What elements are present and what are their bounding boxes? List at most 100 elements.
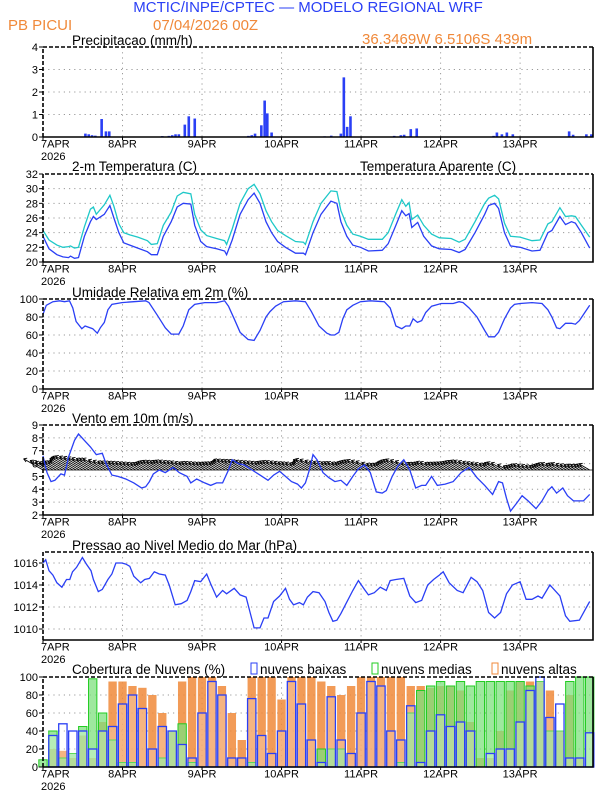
wind-vector [178, 461, 193, 471]
wind-arrowhead [327, 461, 332, 466]
wind-arrowhead [521, 463, 526, 469]
2-m-temperatura-c--line [42, 192, 591, 259]
wind-title: Vento em 10m (m/s) [72, 411, 194, 426]
wind-arrowhead [242, 460, 247, 465]
wind-arrowhead [250, 460, 255, 466]
nuvens-altas-bar [148, 695, 157, 767]
wind-arrowhead [369, 462, 374, 468]
wind-vector [195, 462, 209, 471]
nuvens-altas-bar [138, 687, 147, 767]
station-location: 36.3469W 6.5106S 439m [362, 31, 532, 48]
wind-vector [291, 462, 305, 471]
wind-vector [166, 460, 183, 471]
nuvens-baixas-bar [296, 703, 307, 768]
x-day-label: 10APR [264, 391, 299, 403]
precip-bar [90, 135, 94, 137]
precip-bar [339, 133, 343, 137]
plot-frame-dashed [42, 551, 593, 640]
nuvens-altas-bar [396, 677, 406, 767]
x-day-label: 7APR [41, 769, 70, 781]
wind-vector [181, 461, 196, 471]
wind-vector [444, 460, 461, 471]
x-year-label: 2026 [41, 403, 65, 415]
wind-arrowhead [570, 463, 575, 469]
wind-vector [100, 461, 117, 471]
x-day-label: 13APR [503, 769, 538, 781]
nuvens-altas-bar [376, 677, 386, 767]
nuvens-baixas-bar [217, 694, 227, 768]
nuvens-baixas-bar [405, 705, 416, 768]
wind-arrowhead [184, 460, 189, 466]
wind-vector [142, 460, 160, 471]
wind-arrowhead [450, 459, 455, 464]
wind-vector [242, 460, 259, 471]
wind-arrowhead [478, 462, 483, 468]
x-day-label: 12APR [423, 517, 458, 529]
wind-vector [201, 462, 216, 471]
wind-vector [482, 463, 494, 471]
wind-vector [424, 462, 438, 471]
wind-arrowhead [220, 458, 225, 464]
x-day-label: 12APR [423, 391, 458, 403]
nuvens-baixas-bar [48, 734, 58, 768]
precip-bar [170, 135, 174, 137]
y-tick-label: 20 [26, 257, 38, 269]
wind-vector [513, 463, 524, 471]
wind-vector [71, 457, 93, 471]
precip-bar [193, 118, 197, 137]
wind-arrowhead [170, 460, 175, 465]
wind-vector [541, 462, 554, 471]
wind-vector [133, 462, 146, 471]
temp-data [42, 183, 591, 259]
nuvens-baixas-bar [495, 748, 506, 768]
wind-vector [334, 462, 349, 471]
nuvens-baixas-bar [147, 748, 158, 768]
plot-frame-dashed [42, 46, 593, 137]
wind-arrowhead [320, 461, 325, 466]
wind-arrowhead [457, 460, 462, 465]
wind-vector [528, 465, 537, 471]
wind-vector [281, 461, 296, 471]
wind-arrowhead [54, 454, 59, 460]
x-day-label: 7APR [41, 139, 70, 151]
wind-vector [210, 461, 226, 471]
wind-vector [505, 465, 514, 471]
wind-data [23, 432, 593, 513]
wind-arrowhead [111, 460, 116, 466]
wind-vector [250, 461, 266, 471]
wind-vector [130, 462, 143, 471]
precip-bar [100, 119, 103, 137]
wind-arrowhead [474, 461, 479, 467]
wind-arrowhead [262, 459, 267, 465]
x-day-label: 8APR [108, 517, 137, 529]
wind-vector [246, 461, 262, 471]
wind-arrowhead [486, 461, 491, 466]
wind-vector [316, 461, 332, 471]
wind-vector [155, 460, 173, 471]
plot-frame [43, 677, 594, 768]
precip-bar [253, 133, 257, 137]
wind-vector [551, 462, 564, 471]
wind-arrowhead [563, 463, 568, 469]
wind-arrowhead [537, 462, 542, 467]
x-year-label: 2026 [41, 151, 65, 163]
wind-vector [188, 461, 203, 471]
wind-vector [502, 465, 511, 471]
y-tick-label: 4 [32, 42, 38, 54]
wind-arrowhead [82, 457, 87, 463]
wind-arrowhead [407, 461, 412, 467]
wind-arrowhead [107, 460, 112, 466]
wind-vector [385, 458, 405, 471]
x-day-label: 10APR [264, 769, 299, 781]
x-year-label: 2026 [41, 276, 65, 288]
nuvens-baixas-bar [425, 730, 436, 768]
wind-vector [122, 462, 136, 471]
plot-frame [43, 552, 594, 641]
wind-vector [152, 460, 170, 471]
wind-arrowhead [355, 460, 360, 465]
nuvens-baixas-bar [227, 757, 237, 768]
wind-vector [299, 459, 319, 471]
wind-arrowhead [453, 459, 458, 465]
x-day-label: 8APR [108, 139, 137, 151]
